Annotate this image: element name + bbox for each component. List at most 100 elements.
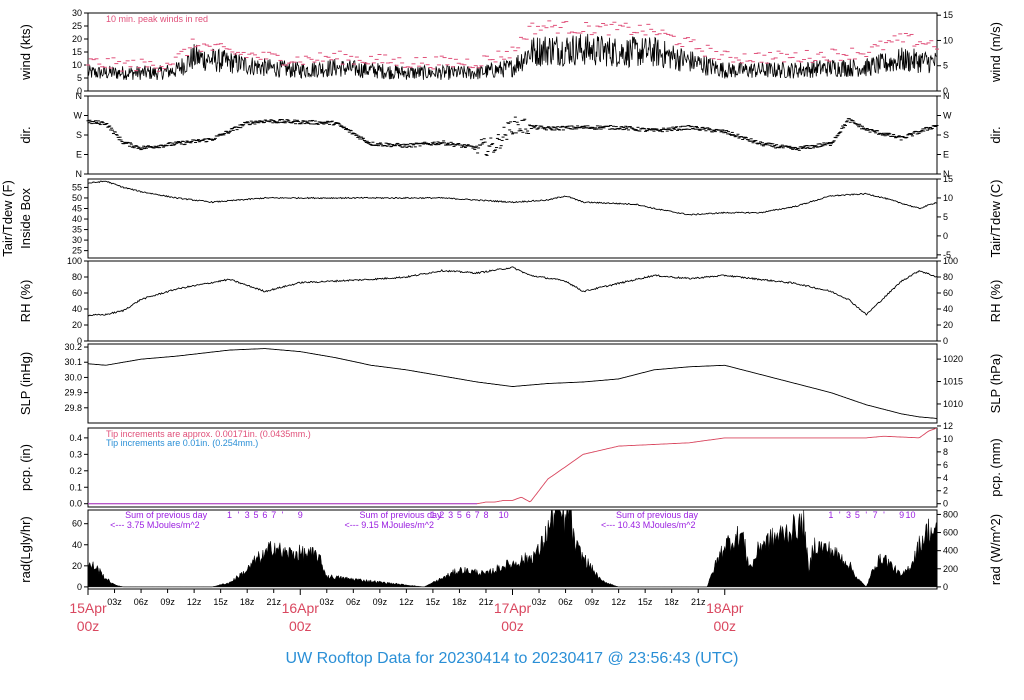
right-axis-label: rad (W/m^2): [988, 514, 1003, 585]
right-tick-label: 0: [943, 86, 948, 96]
hour-mark: 5: [855, 510, 860, 520]
right-tick-label: 400: [943, 546, 958, 556]
panel-frame: [87, 343, 938, 424]
left-tick-label: 20: [72, 34, 82, 44]
left-tick-label: 0.4: [69, 433, 82, 443]
left-tick-label: 5: [77, 73, 82, 83]
x-tick-label: 15z: [426, 597, 441, 607]
left-tick-label: 0.2: [69, 466, 82, 476]
hour-mark: 10: [905, 510, 915, 520]
x-tick-label: 03z: [532, 597, 547, 607]
panel-frame: [87, 427, 938, 508]
hour-mark: 3: [245, 510, 250, 520]
radiation-area: [88, 510, 937, 588]
x-tick-label: 18z: [664, 597, 679, 607]
x-date-time-label: 00z: [501, 618, 524, 634]
chart-title: UW Rooftop Data for 20230414 to 20230417…: [285, 650, 739, 667]
left-tick-label: 20: [72, 561, 82, 571]
left-tick-label: 29.9: [64, 388, 82, 398]
left-axis-label: Tair/Tdew (F): [0, 180, 15, 257]
left-tick-label: 10: [72, 60, 82, 70]
x-tick-label: 03z: [320, 597, 335, 607]
right-axis-label: dir.: [988, 126, 1003, 143]
left-tick-label: 60: [72, 519, 82, 529]
left-axis-label: rad(Lgly/hr): [18, 516, 33, 582]
hour-mark: ': [883, 510, 885, 520]
hour-mark: 6: [262, 510, 267, 520]
left-tick-label: 0.0: [69, 499, 82, 509]
left-tick-label: 0.3: [69, 449, 82, 459]
hour-mark: 7: [271, 510, 276, 520]
time-axis: 03z 06z 09z 12z 15z 18z 21z 03z 06z 09z 12z 15z 18z 2…: [69, 589, 744, 634]
left-tick-label: 30: [72, 8, 82, 18]
panel-rh: 0 20 40 60 80 100 0 20 40 60 80 100 RH (%) RH (%): [18, 256, 1003, 346]
daily-sum-title: Sum of previous day: [359, 510, 442, 520]
x-tick-label: 09z: [373, 597, 388, 607]
right-axis-label: SLP (hPa): [988, 354, 1003, 414]
right-tick-label: 800: [943, 509, 958, 519]
right-tick-label: 0: [943, 231, 948, 241]
left-tick-label: 30.2: [64, 342, 82, 352]
right-tick-label: 15: [943, 174, 953, 184]
x-tick-label: 21z: [691, 597, 706, 607]
right-tick-label: 10: [943, 193, 953, 203]
left-tick-label: N: [76, 91, 83, 101]
right-tick-label: -5: [943, 250, 951, 260]
daily-sum-title: Sum of previous day: [616, 510, 699, 520]
right-tick-label: 5: [943, 61, 948, 71]
right-axis-label: Tair/Tdew (C): [988, 179, 1003, 257]
wind-series-line: [88, 33, 937, 81]
right-tick-label: 5: [943, 212, 948, 222]
right-tick-label: E: [943, 150, 949, 160]
left-tick-label: N: [76, 169, 83, 179]
hour-mark: 6: [466, 510, 471, 520]
panel-slp: 29.8 29.9 30.0 30.1 30.2 1010 1015 1020 SLP (inH…: [18, 342, 1003, 424]
left-axis-label: wind (kts): [18, 24, 33, 81]
hour-mark: 3: [846, 510, 851, 520]
left-tick-label: 40: [72, 540, 82, 550]
left-tick-label: 25: [72, 246, 82, 256]
right-tick-label: N: [943, 91, 950, 101]
x-date-time-label: 00z: [289, 618, 312, 634]
x-tick-label: 12z: [611, 597, 626, 607]
daily-sum-title: Sum of previous day: [125, 510, 208, 520]
daily-sum-value: <--- 10.43 MJoules/m^2: [601, 520, 696, 530]
panel-frame: [87, 178, 938, 259]
left-tick-label: 30: [72, 235, 82, 245]
x-date-time-label: 00z: [713, 618, 736, 634]
rh-series-line: [88, 266, 937, 317]
hour-mark: 5: [254, 510, 259, 520]
x-date-label: 15Apr: [69, 600, 107, 616]
hour-mark: ': [282, 510, 284, 520]
right-tick-label: 80: [943, 272, 953, 282]
x-tick-label: 21z: [266, 597, 281, 607]
left-tick-label: 0: [77, 582, 82, 592]
right-tick-label: 20: [943, 320, 953, 330]
right-tick-label: 0: [943, 582, 948, 592]
left-tick-label: 29.8: [64, 403, 82, 413]
right-axis-label: pcp. (mm): [988, 438, 1003, 497]
left-tick-label: 30.0: [64, 372, 82, 382]
right-tick-label: 10: [943, 434, 953, 444]
right-tick-label: 1010: [943, 399, 963, 409]
left-tick-label: E: [76, 150, 82, 160]
left-axis-label-secondary: Inside Box: [18, 188, 33, 249]
right-tick-label: 200: [943, 564, 958, 574]
right-tick-label: 15: [943, 10, 953, 20]
tip-increment-note: Tip increments are approx. 0.00171in. (0…: [106, 429, 311, 439]
right-tick-label: 1015: [943, 377, 963, 387]
x-tick-label: 06z: [346, 597, 361, 607]
left-tick-label: 0.1: [69, 482, 82, 492]
x-tick-label: 09z: [160, 597, 175, 607]
left-tick-label: 30.1: [64, 357, 82, 367]
hour-mark: 2: [439, 510, 444, 520]
hour-mark: 1: [227, 510, 232, 520]
x-tick-label: 12z: [399, 597, 414, 607]
panel-wind: 0 5 10 15 20 25 30 0 5 10 15 wind (kts) wind (m/s) 10…: [18, 8, 1003, 96]
right-tick-label: 8: [943, 447, 948, 457]
temp-series-line: [88, 180, 937, 216]
x-tick-label: 21z: [479, 597, 494, 607]
